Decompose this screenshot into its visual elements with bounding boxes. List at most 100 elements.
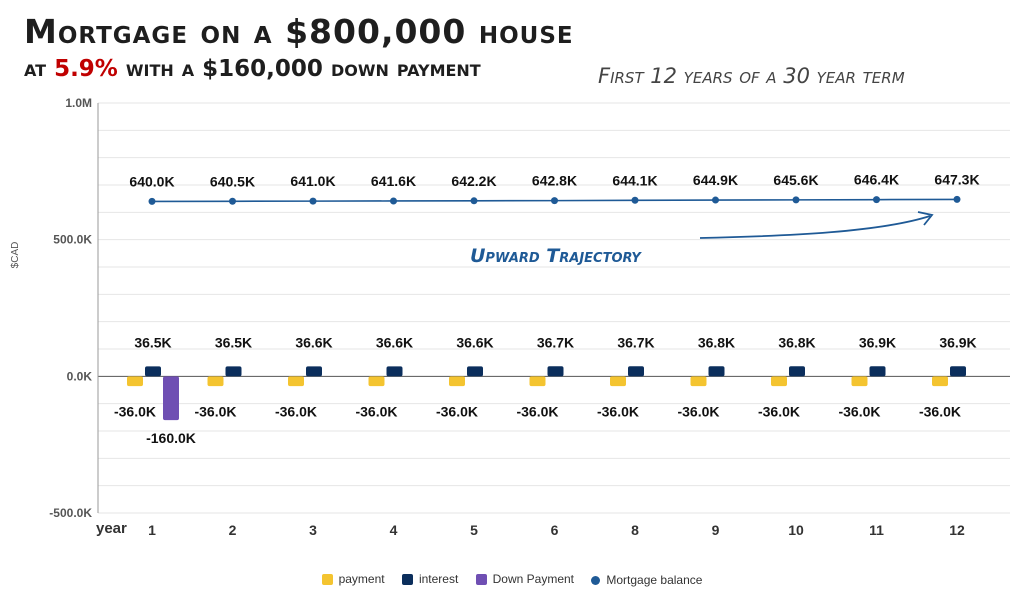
interest-data-label: 36.7K [617,334,654,350]
payment-data-label: -36.0K [355,403,397,419]
mortgage-balance-point [309,197,317,205]
legend-item-down-payment[interactable]: Down Payment [475,572,575,586]
subtitle-suffix: with a $160,000 down payment [117,56,481,82]
chart-legend: payment interest Down Payment Mortgage b… [0,572,1024,588]
payment-bar [127,376,143,387]
mortgage-balance-point [390,197,397,205]
mortgage-balance-point [712,196,719,204]
payment-bar [368,376,385,387]
chart-subtitle: at 5.9% with a $160,000 down payment [24,56,481,82]
payment-data-label: -36.0K [597,403,639,419]
down-payment-bar [163,376,179,421]
payment-bar [771,376,787,387]
mortgage-balance-point [953,195,961,203]
payment-data-label: -36.0K [838,403,880,419]
mortgage-balance-data-label: 641.0K [290,173,335,189]
legend-swatch-down-payment [475,573,487,585]
mortgage-balance-data-label: 640.0K [129,173,174,189]
mortgage-balance-data-label: 647.3K [934,171,979,187]
interest-data-label: 36.9K [939,334,976,350]
payment-data-label: -36.0K [677,403,719,419]
legend-item-interest[interactable]: interest [401,572,459,586]
payment-bar [529,376,546,387]
x-axis-label: year [96,520,127,537]
x-tick-label: 2 [229,522,237,538]
mortgage-balance-data-label: 644.9K [693,172,738,188]
payment-bar [932,376,948,387]
legend-item-mortgage-balance[interactable]: Mortgage balance [591,573,702,587]
x-tick-label: 1 [148,522,156,538]
payment-bar [690,376,707,387]
y-tick-label: -500.0K [49,506,92,520]
interest-data-label: 36.6K [376,334,413,350]
trajectory-arrow-head [917,211,934,226]
chart-title: Mortgage on a $800,000 house [24,12,574,51]
x-tick-label: 8 [631,522,639,538]
y-tick-label: 1.0M [65,96,92,110]
subtitle-prefix: at [24,56,55,82]
payment-data-label: -36.0K [275,403,317,419]
payment-data-label: -36.0K [194,403,236,419]
mortgage-balance-data-label: 644.1K [612,172,657,188]
y-tick-label: 500.0K [53,233,92,247]
interest-data-label: 36.8K [778,334,815,350]
payment-bar [449,376,465,387]
interest-bar [386,366,403,377]
interest-data-label: 36.6K [295,334,332,350]
x-tick-label: 6 [551,522,559,538]
trajectory-arrow-curve [699,215,931,239]
payment-data-label: -36.0K [919,403,961,419]
payment-data-label: -36.0K [516,403,558,419]
legend-label-interest: interest [418,572,459,586]
y-tick-label: 0.0K [67,369,93,383]
mortgage-balance-data-label: 640.5K [210,173,255,189]
x-tick-label: 5 [470,522,478,538]
legend-swatch-mortgage-balance [591,575,601,585]
mortgage-balance-data-label: 641.6K [371,173,416,189]
mortgage-balance-point [229,197,236,205]
trajectory-annotation: Upward Trajectory [470,245,642,267]
mortgage-balance-data-label: 642.8K [532,173,577,189]
legend-label-payment: payment [338,572,385,586]
term-note: First 12 years of a 30 year term [598,64,905,88]
interest-bar [145,366,161,377]
interest-bar [547,366,564,377]
down-payment-data-label: -160.0K [146,430,196,446]
interest-bar [789,366,805,377]
x-tick-label: 10 [788,522,804,538]
x-tick-label: 9 [712,522,720,538]
legend-label-down-payment: Down Payment [492,572,575,586]
mortgage-balance-point [470,197,478,205]
interest-bar [306,366,322,377]
legend-swatch-payment [321,573,333,585]
interest-bar [869,366,886,377]
interest-bar [708,366,725,377]
mortgage-balance-point [873,196,880,204]
interest-bar [950,366,966,377]
mortgage-balance-point [631,196,639,204]
interest-data-label: 36.5K [215,334,252,350]
legend-item-payment[interactable]: payment [321,572,385,586]
interest-bar [467,366,483,377]
interest-data-label: 36.7K [537,334,574,350]
interest-data-label: 36.9K [859,334,896,350]
payment-data-label: -36.0K [114,403,156,419]
payment-data-label: -36.0K [758,403,800,419]
interest-data-label: 36.6K [456,334,493,350]
mortgage-balance-point [792,196,800,204]
payment-bar [610,376,626,387]
payment-bar [851,376,868,387]
y-axis-label: $CAD [10,242,21,269]
interest-data-label: 36.5K [134,334,171,350]
legend-label-mortgage-balance: Mortgage balance [606,573,703,587]
mortgage-balance-data-label: 645.6K [773,172,818,188]
payment-bar [288,376,304,387]
x-tick-label: 4 [390,522,398,538]
interest-bar [225,366,242,377]
mortgage-balance-point [148,197,156,205]
interest-bar [628,366,644,377]
payment-bar [207,376,224,387]
mortgage-balance-data-label: 642.2K [451,173,496,189]
payment-data-label: -36.0K [436,403,478,419]
